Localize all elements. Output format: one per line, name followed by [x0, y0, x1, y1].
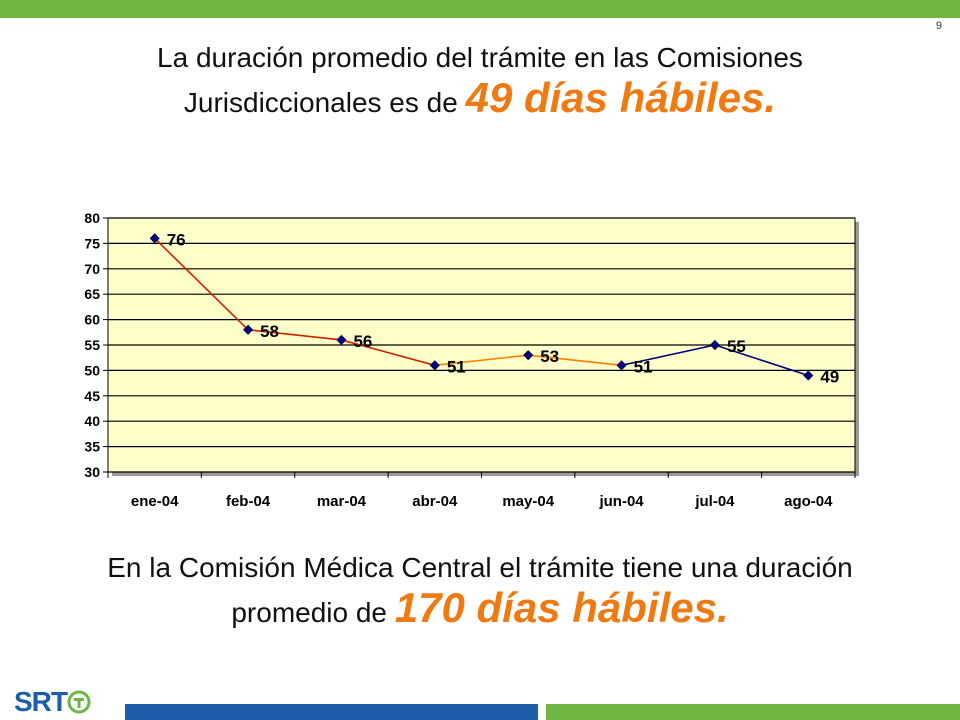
x-tick-label: mar-04 [317, 493, 367, 510]
y-tick-label: 35 [84, 439, 100, 455]
data-label: 53 [540, 347, 559, 366]
y-tick-label: 45 [84, 388, 100, 404]
heading-bottom: En la Comisión Médica Central el trámite… [60, 548, 900, 633]
series-line-segment [247, 328, 342, 341]
chart-svg: 30 35 40 45 50 55 60 65 70 75 80 ene-04 feb-04 mar-04… [84, 210, 859, 510]
data-point [149, 233, 160, 244]
bottom-blue-bar [125, 704, 538, 720]
data-point [616, 360, 627, 371]
series-line-segment [341, 339, 436, 367]
series-line-segment [528, 354, 622, 367]
data-label: 51 [447, 357, 466, 376]
page-number: 9 [935, 20, 942, 32]
line-chart: 30 35 40 45 50 55 60 65 70 75 80 ene-04 feb-04 mar-04… [60, 200, 880, 530]
y-tick-label: 60 [84, 312, 100, 328]
y-tick-label: 65 [84, 286, 100, 302]
data-point [336, 334, 347, 345]
data-label: 58 [260, 322, 279, 341]
series-line-segment [621, 344, 716, 367]
data-point [709, 339, 721, 351]
y-tick-label: 75 [84, 235, 100, 251]
x-tick-label: jun-04 [598, 493, 644, 510]
x-tick-label: abr-04 [412, 493, 458, 510]
data-point [523, 350, 534, 361]
series-line-segment [714, 344, 809, 377]
series-line-segment [434, 354, 529, 367]
data-point [429, 360, 440, 371]
srt-logo: SRT [14, 686, 91, 718]
top-green-bar [0, 0, 960, 18]
logo-text: SRT [14, 686, 68, 717]
bottom-green-bar [546, 704, 960, 720]
x-tick-label: may-04 [502, 493, 554, 510]
y-tick-label: 55 [84, 337, 100, 353]
x-tick-label: jul-04 [694, 493, 735, 510]
y-tick-label: 30 [84, 464, 100, 480]
heading-bottom-text: En la Comisión Médica Central el trámite… [107, 552, 853, 628]
heading-top-highlight: 49 días hábiles. [465, 74, 777, 121]
y-tick-label: 40 [84, 413, 100, 429]
heading-top: La duración promedio del trámite en las … [60, 38, 900, 123]
heading-top-text: La duración promedio del trámite en las … [157, 42, 803, 118]
x-tick-label: ago-04 [784, 493, 833, 510]
data-label: 56 [353, 332, 372, 351]
data-label: 49 [820, 367, 839, 386]
data-point [242, 324, 254, 335]
x-tick-label: ene-04 [131, 493, 179, 510]
heading-bottom-highlight: 170 días hábiles. [394, 584, 729, 631]
y-tick-label: 50 [84, 362, 100, 378]
series-line-segment [154, 237, 249, 331]
data-label: 76 [167, 230, 186, 249]
y-tick-label: 80 [84, 210, 100, 226]
x-tick-label: feb-04 [226, 493, 271, 510]
data-label: 51 [634, 357, 653, 376]
y-tick-label: 70 [84, 261, 100, 277]
logo-emblem-icon [67, 690, 91, 714]
data-point [803, 370, 814, 381]
data-label: 55 [727, 337, 746, 356]
